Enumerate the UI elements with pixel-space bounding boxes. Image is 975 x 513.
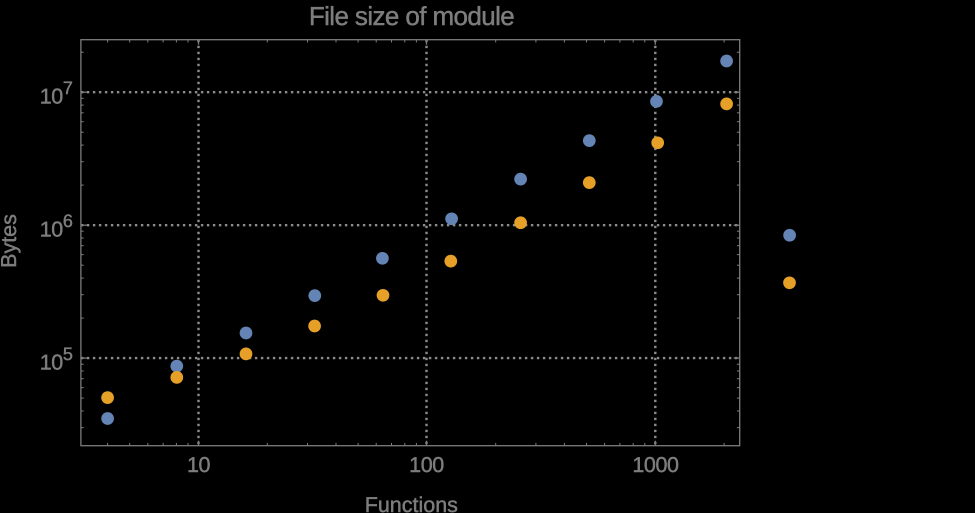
svg-text:File size of module: File size of module [309,1,515,31]
svg-text:100: 100 [409,453,444,477]
svg-text:1000: 1000 [632,453,679,477]
svg-text:Bytes: Bytes [0,214,21,268]
svg-text:105: 105 [40,344,73,375]
svg-text:106: 106 [40,211,73,242]
svg-text:10: 10 [187,453,211,477]
svg-text:Functions: Functions [365,493,458,513]
svg-text:107: 107 [40,78,73,109]
